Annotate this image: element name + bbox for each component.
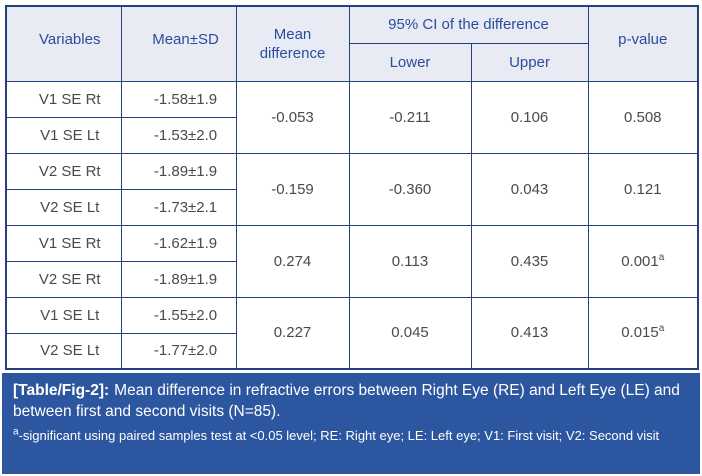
caption-label: [Table/Fig-2]:	[13, 382, 110, 399]
variable-cell: V2 SE Rt	[5, 152, 122, 190]
p-value-text: 0.001	[621, 252, 659, 270]
ci-lower-cell: -0.211	[348, 80, 472, 154]
caption-text: Mean difference in refractive errors bet…	[13, 382, 680, 420]
ci-upper-cell: 0.435	[470, 224, 589, 298]
mean-sd-cell: -1.89±1.9	[120, 260, 237, 298]
variable-cell: V1 SE Lt	[5, 116, 122, 154]
mean-sd-cell: -1.55±2.0	[120, 296, 237, 334]
col-header-mean-sd: Mean±SD	[120, 5, 237, 82]
p-value-text: 0.015	[621, 324, 659, 342]
mean-sd-cell: -1.89±1.9	[120, 152, 237, 190]
p-value-cell: 0.001a	[587, 224, 699, 298]
footnote-text: -significant using paired samples test a…	[18, 428, 660, 443]
mean-sd-cell: -1.77±2.0	[120, 332, 237, 370]
header-row-2: Lower Upper	[6, 42, 698, 82]
ci-lower-cell: 0.113	[348, 224, 472, 298]
table-header: Variables Mean±SD Mean difference 95% CI…	[5, 5, 699, 82]
table-row: V1 SE Lt -1.53±2.0	[5, 116, 698, 154]
p-value-cell: 0.508	[587, 80, 699, 154]
col-header-lower: Lower	[348, 42, 472, 82]
table-row: V2 SE Rt -1.89±1.9 -0.159 -0.360 0.043 0…	[5, 152, 699, 226]
col-header-mean-difference: Mean difference	[235, 5, 350, 82]
table-row: V2 SE Lt -1.77±2.0	[5, 332, 698, 370]
footnote-marker: a	[13, 426, 19, 438]
header-row-1: Variables Mean±SD Mean difference 95% CI…	[5, 5, 699, 82]
table-row: V2 SE Lt -1.73±2.1	[5, 188, 698, 226]
variable-cell: V2 SE Lt	[5, 188, 122, 226]
mean-difference-cell: -0.053	[235, 80, 350, 154]
table-caption: [Table/Fig-2]: Mean difference in refract…	[13, 380, 689, 422]
ci-upper-cell: 0.413	[470, 296, 589, 370]
mean-sd-cell: -1.62±1.9	[120, 224, 237, 262]
significance-marker: a	[658, 251, 665, 263]
variable-cell: V1 SE Rt	[5, 80, 122, 118]
ci-upper-cell: 0.043	[470, 152, 589, 226]
col-group-header-95ci: 95% CI of the difference	[348, 5, 589, 44]
table-footnote: a-significant using paired samples test …	[13, 426, 689, 445]
significance-marker: a	[658, 323, 665, 335]
mean-difference-cell: 0.227	[235, 296, 350, 370]
variable-cell: V2 SE Rt	[5, 260, 122, 298]
col-header-variables: Variables	[5, 5, 122, 82]
caption-band: [Table/Fig-2]: Mean difference in refract…	[2, 373, 700, 474]
table-row: V2 SE Rt -1.89±1.9	[5, 260, 698, 298]
mean-sd-cell: -1.73±2.1	[120, 188, 237, 226]
p-value-cell: 0.121	[587, 152, 699, 226]
mean-sd-cell: -1.58±1.9	[120, 80, 237, 118]
p-value-cell: 0.015a	[587, 296, 699, 370]
table-row: V1 SE Lt -1.55±2.0 0.227 0.045 0.413 0.0…	[5, 296, 699, 370]
col-header-p-value: p-value	[587, 5, 699, 82]
col-header-upper: Upper	[470, 42, 589, 82]
mean-difference-cell: -0.159	[235, 152, 350, 226]
p-value-text: 0.508	[623, 108, 662, 126]
variable-cell: V2 SE Lt	[5, 332, 122, 370]
table-body: V1 SE Rt -1.58±1.9 -0.053 -0.211 0.106 0…	[5, 80, 699, 370]
results-table: Variables Mean±SD Mean difference 95% CI…	[5, 5, 700, 370]
table-row: V1 SE Rt -1.58±1.9 -0.053 -0.211 0.106 0…	[5, 80, 699, 154]
p-value-text: 0.121	[623, 180, 662, 198]
ci-lower-cell: -0.360	[348, 152, 472, 226]
ci-upper-cell: 0.106	[470, 80, 589, 154]
variable-cell: V1 SE Lt	[5, 296, 122, 334]
ci-lower-cell: 0.045	[348, 296, 472, 370]
mean-difference-cell: 0.274	[235, 224, 350, 298]
variable-cell: V1 SE Rt	[5, 224, 122, 262]
table-row: V1 SE Rt -1.62±1.9 0.274 0.113 0.435 0.0…	[5, 224, 699, 298]
mean-sd-cell: -1.53±2.0	[120, 116, 237, 154]
